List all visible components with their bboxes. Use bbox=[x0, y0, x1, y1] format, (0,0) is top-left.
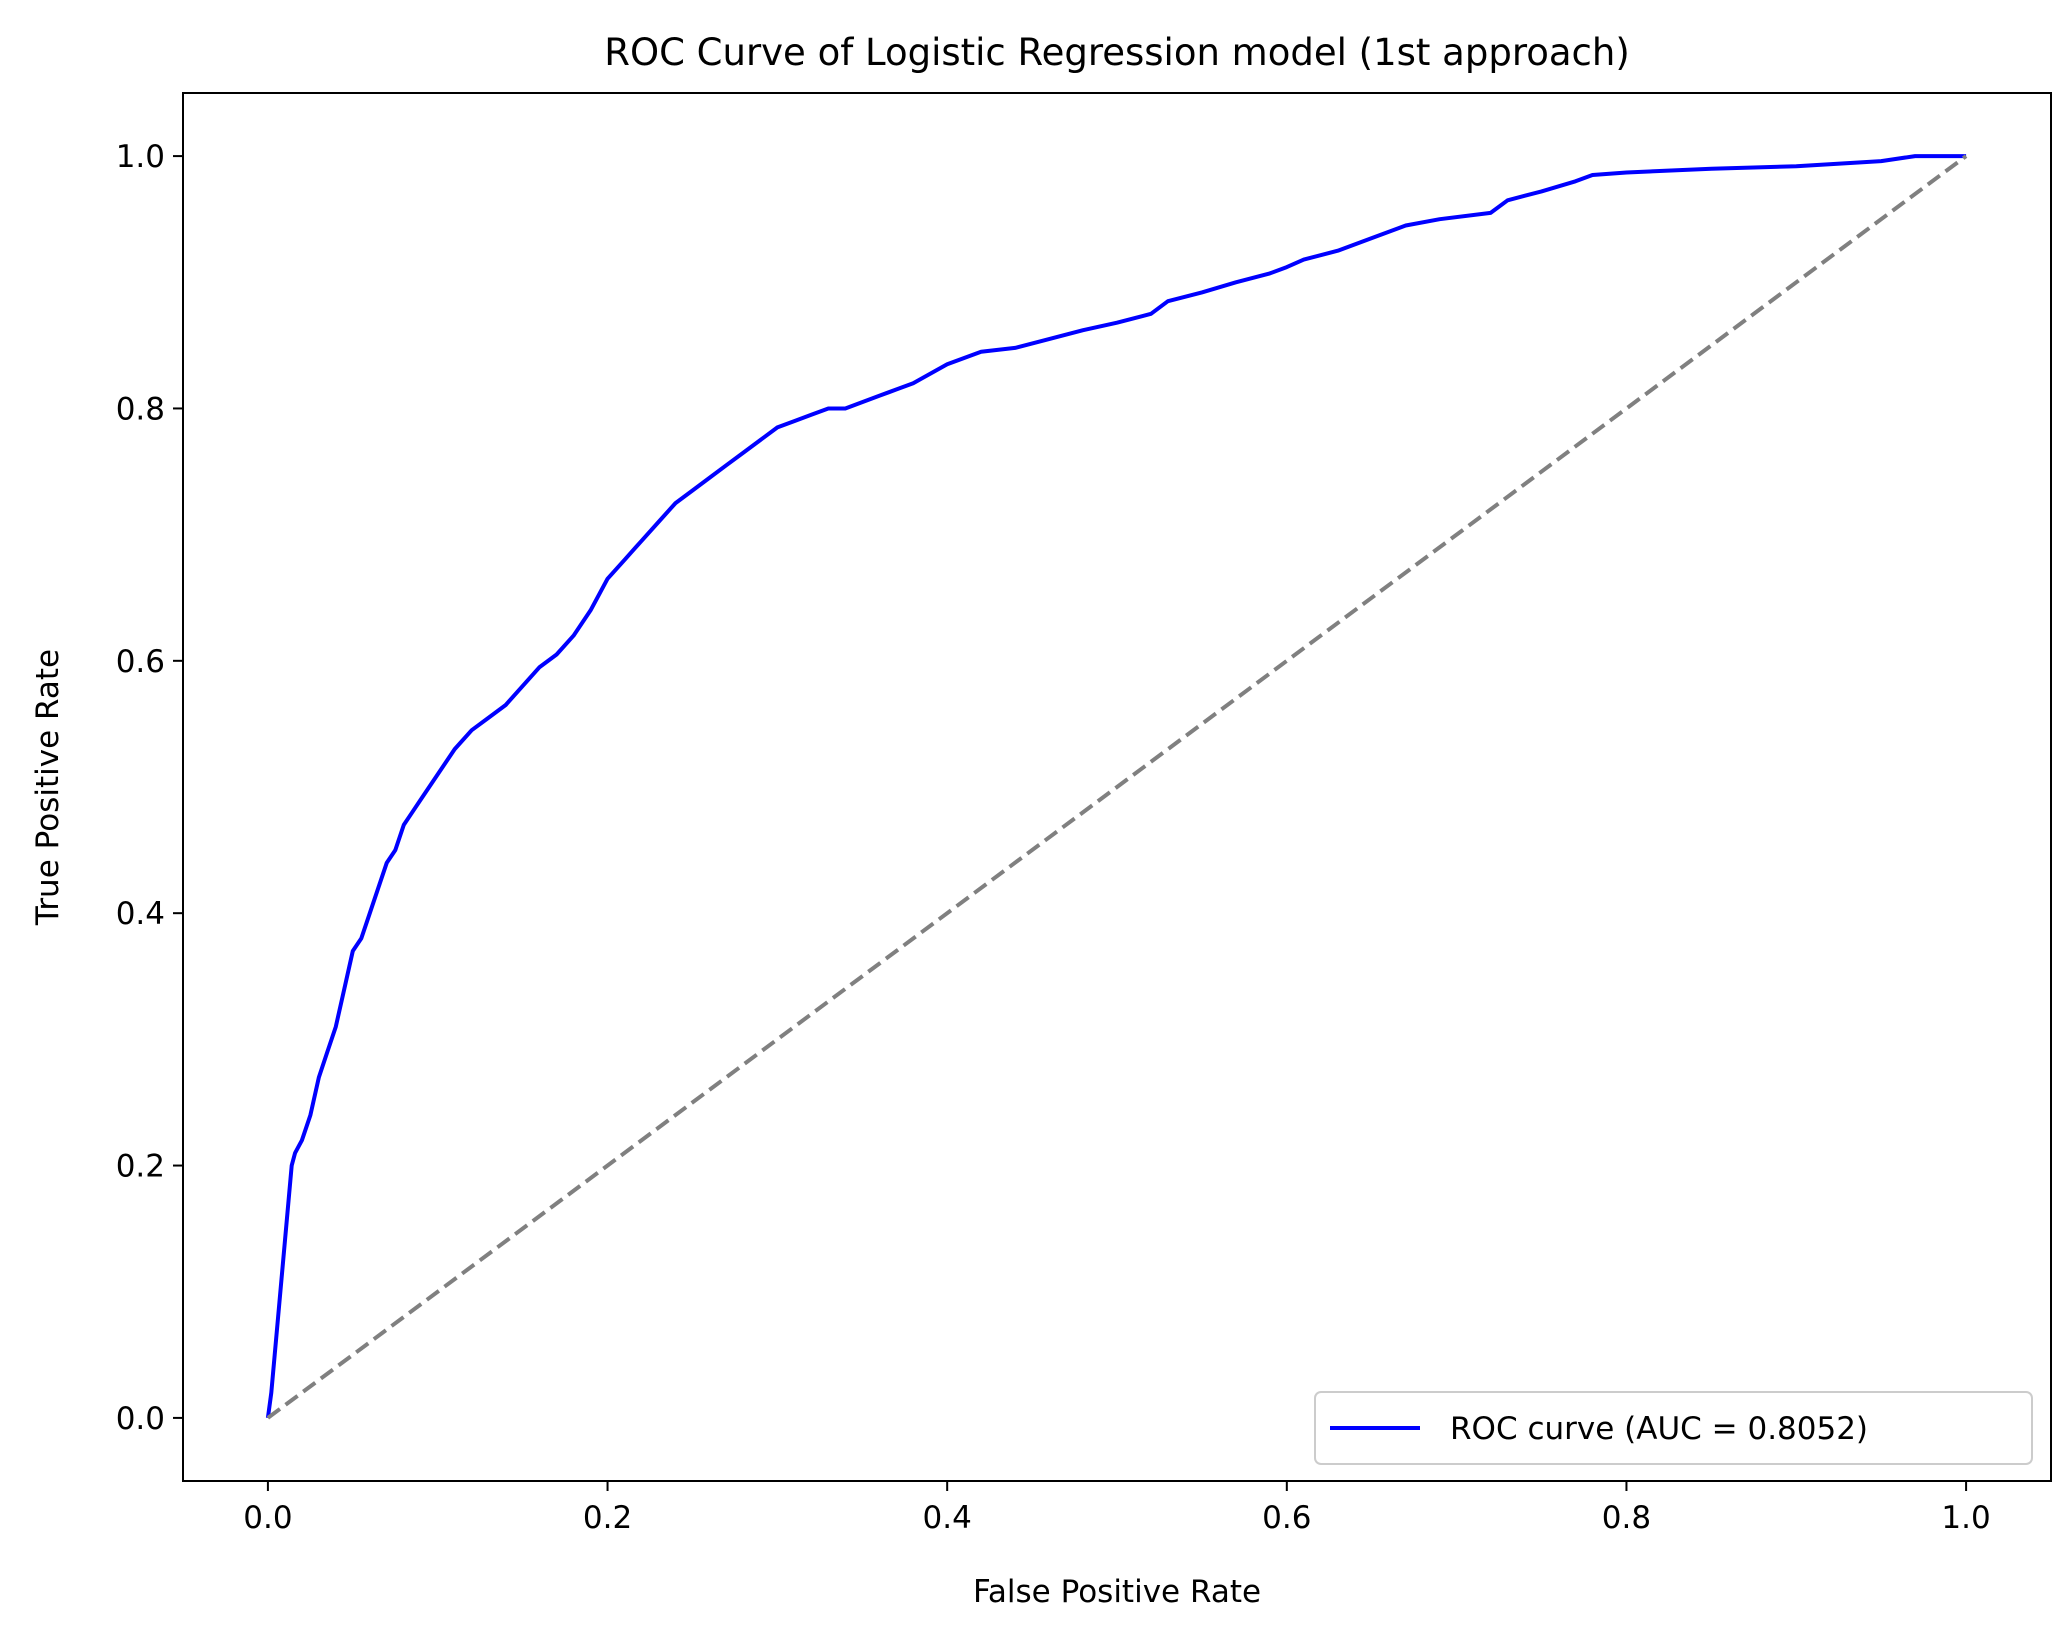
x-tick-label: 0.2 bbox=[583, 1500, 632, 1536]
legend: ROC curve (AUC = 0.8052) bbox=[1314, 1391, 2033, 1465]
series-layer bbox=[265, 154, 1968, 1420]
plot-frame bbox=[182, 92, 2052, 1482]
x-tick-label: 0.4 bbox=[923, 1500, 972, 1536]
roc-curve-line bbox=[265, 154, 1967, 1419]
legend-box bbox=[1314, 1391, 2033, 1465]
x-tick-label: 0.6 bbox=[1262, 1500, 1311, 1536]
legend-label-roc: ROC curve (AUC = 0.8052) bbox=[1450, 1411, 1868, 1447]
x-tick-label: 0.8 bbox=[1602, 1500, 1651, 1536]
chance-line bbox=[266, 154, 1968, 1420]
x-tick-label: 0.0 bbox=[243, 1500, 292, 1536]
ticks-layer: 0.0 0.2 0.4 0.6 0.8 1.0 0.0 0.2 0.4 0.6 0.8 1.0 bbox=[116, 139, 1991, 1536]
y-tick-label: 0.2 bbox=[116, 1149, 165, 1185]
x-tick-label: 1.0 bbox=[1941, 1500, 1990, 1536]
y-tick-label: 1.0 bbox=[116, 139, 165, 175]
x-axis-label: False Positive Rate bbox=[973, 1574, 1261, 1610]
y-tick-label: 0.6 bbox=[116, 644, 165, 680]
chart-title: ROC Curve of Logistic Regression model (… bbox=[604, 31, 1630, 74]
y-axis-label: True Positive Rate bbox=[30, 649, 66, 926]
y-tick-label: 0.0 bbox=[116, 1401, 165, 1437]
y-tick-label: 0.8 bbox=[116, 391, 165, 427]
y-tick-label: 0.4 bbox=[116, 896, 165, 932]
